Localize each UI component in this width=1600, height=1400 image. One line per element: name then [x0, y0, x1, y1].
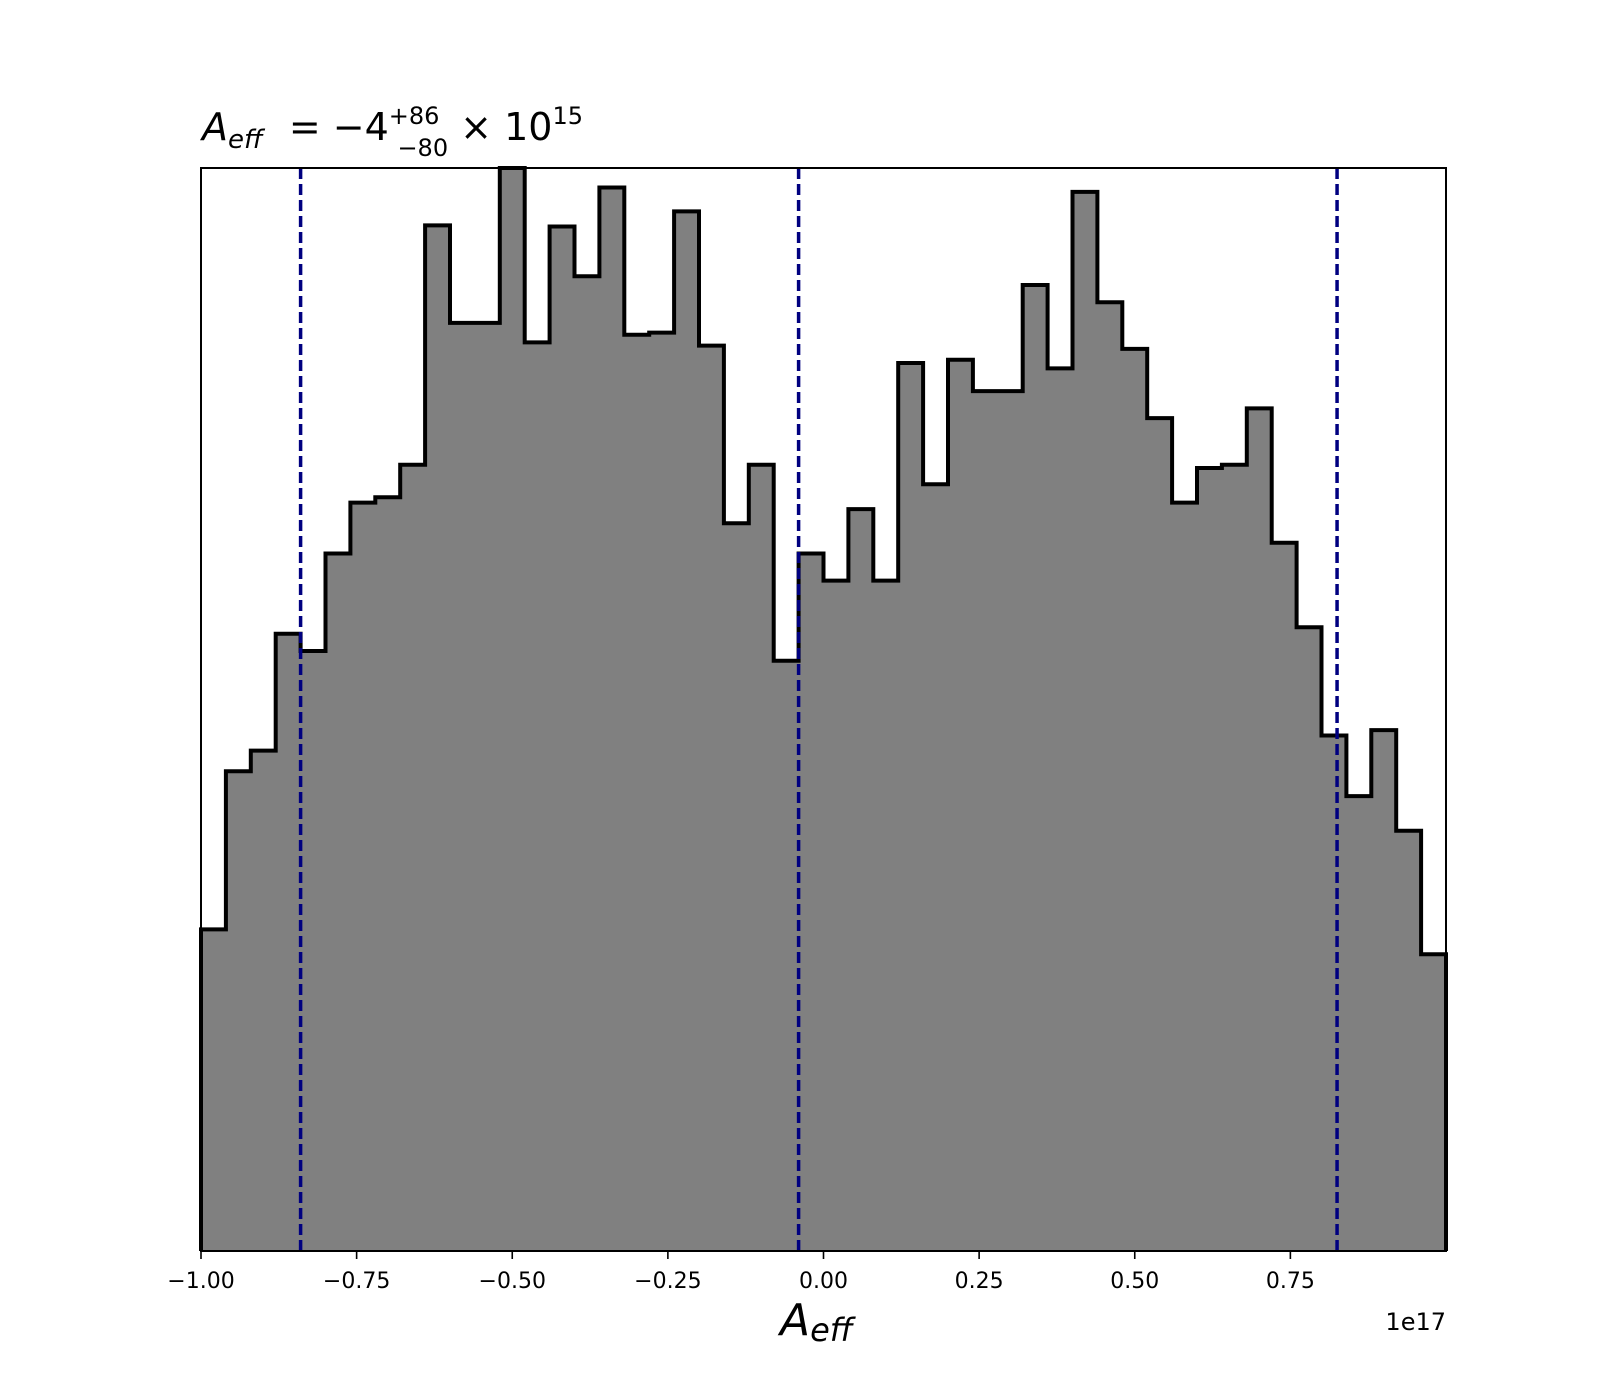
histogram-bar — [425, 225, 451, 1251]
histogram-bar — [450, 322, 476, 1251]
histogram-bar — [400, 464, 426, 1251]
histogram-bar — [1047, 368, 1074, 1252]
x-ticks: −1.00 −0.75 −0.50 −0.25 0.00 0.25 0.50 0.75 — [167, 1251, 1315, 1294]
histogram-bar — [250, 750, 277, 1251]
histogram-bar — [549, 226, 576, 1252]
histogram-bar — [798, 553, 825, 1251]
histogram-bar — [1097, 302, 1123, 1251]
histogram-bar — [972, 391, 999, 1251]
histogram-bar — [1321, 735, 1347, 1251]
x-tick-label: 0.50 — [1110, 1269, 1159, 1294]
histogram-bar — [1396, 830, 1422, 1251]
title-exponent: 15 — [552, 102, 583, 130]
histogram-bar — [325, 553, 351, 1251]
histogram-bar — [225, 771, 252, 1251]
x-axis-label: Aeff — [777, 1295, 857, 1349]
x-tick-label: −0.75 — [323, 1269, 390, 1294]
histogram-bar — [1371, 730, 1397, 1251]
histogram-bar — [699, 345, 725, 1251]
title-equals-value: = −4 — [277, 105, 389, 149]
histogram-bar — [275, 633, 302, 1251]
histogram-bar — [848, 509, 874, 1251]
histogram-bar — [201, 929, 227, 1251]
histogram-bar — [350, 502, 376, 1252]
x-tick-label: −0.25 — [634, 1269, 701, 1294]
x-tick-label: 0.75 — [1266, 1269, 1315, 1294]
histogram-outline — [199, 166, 1448, 1251]
histogram-bar — [1246, 408, 1273, 1251]
histogram-bar — [1346, 796, 1372, 1251]
histogram-bar — [898, 362, 924, 1251]
histogram-bar — [1221, 464, 1248, 1251]
histogram-bar — [748, 464, 775, 1251]
histogram-bar — [524, 342, 551, 1251]
histogram-bar — [823, 580, 849, 1251]
histogram-bar — [1022, 284, 1049, 1251]
plot-area — [199, 166, 1448, 1252]
histogram-bar — [1072, 191, 1098, 1251]
chart-title: Aeff = −4+86 −80 × 1015 — [199, 102, 583, 162]
x-tick-label: 0.25 — [955, 1269, 1004, 1294]
histogram-bar — [375, 497, 401, 1251]
histogram-bar — [1122, 348, 1148, 1252]
histogram-bar — [723, 523, 750, 1251]
title-err-minus: −80 — [397, 134, 448, 162]
histogram-bar — [599, 187, 625, 1251]
histogram-bar — [873, 580, 899, 1251]
histogram-bar — [1147, 418, 1173, 1252]
vertical-lines — [298, 168, 1339, 1251]
histogram-bar — [1197, 467, 1223, 1252]
histogram-bar — [1172, 502, 1198, 1252]
title-symbol: A — [199, 105, 228, 149]
title-times-base: × 10 — [448, 105, 552, 149]
x-axis-label-symbol: A — [777, 1295, 810, 1346]
histogram-bar — [1271, 542, 1298, 1251]
x-tick-label: 0.00 — [799, 1269, 848, 1294]
histogram-bar — [574, 276, 600, 1251]
histogram-bar — [923, 484, 949, 1252]
histogram-bar — [674, 211, 700, 1251]
histogram-bar — [948, 359, 974, 1251]
title-err-plus: +86 — [389, 102, 440, 130]
histogram-bar — [499, 168, 526, 1251]
title-symbol-sub: eff — [228, 125, 266, 155]
x-tick-label: −0.50 — [479, 1269, 546, 1294]
histogram-bar — [1421, 954, 1447, 1251]
x-tick-label: −1.00 — [167, 1269, 234, 1294]
histogram-bar — [1296, 627, 1323, 1251]
histogram-bar — [773, 660, 800, 1251]
histogram-bar — [300, 651, 327, 1251]
x-axis-label-sub: eff — [810, 1311, 857, 1349]
histogram-bar — [997, 391, 1024, 1251]
x-axis-offset-label: 1e17 — [1385, 1308, 1446, 1336]
histogram-bar — [474, 322, 501, 1251]
histogram-bar — [649, 332, 675, 1252]
histogram-bar — [624, 334, 650, 1252]
